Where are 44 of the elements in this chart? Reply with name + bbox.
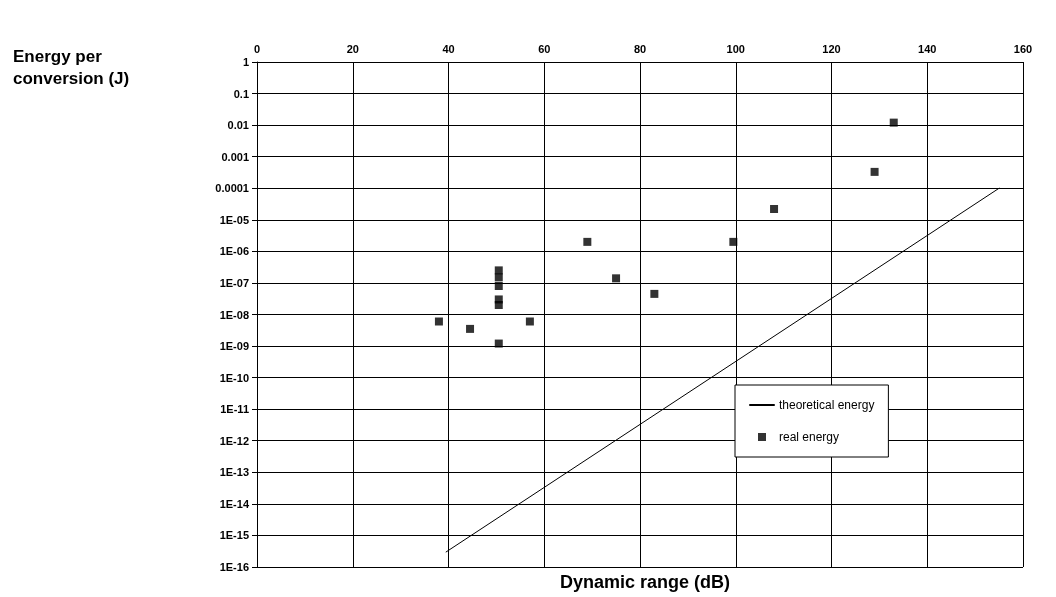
y-tick-label: 1E-16 (219, 561, 249, 573)
point (583, 237, 592, 246)
y-tick-label: 1 (242, 56, 249, 68)
y-tick-label: 0.1 (233, 87, 249, 100)
x-tick-label: 120 (822, 42, 841, 55)
y-tick-label: 1E-07 (219, 276, 249, 289)
x-tick-label: 20 (346, 42, 359, 55)
x-tick-label: 60 (538, 42, 551, 55)
y-tick-label: 1E-15 (219, 529, 249, 542)
x-tick-label: 140 (918, 42, 937, 55)
y-tick-label: 0.001 (221, 150, 249, 163)
y-tick-label: 1E-14 (219, 497, 250, 510)
x-tick-label: 160 (1013, 42, 1033, 55)
point (889, 118, 898, 127)
point (870, 167, 879, 176)
x-tick-label: 0 (253, 42, 261, 55)
x-tick-label: 40 (442, 42, 455, 55)
text: Energy per conversion (J) (13, 46, 130, 88)
point (494, 282, 503, 290)
legend-label: theoretical energy (779, 398, 875, 412)
point (494, 273, 503, 282)
y-tick-label: 1E-06 (219, 245, 249, 258)
point (770, 205, 779, 213)
point (650, 289, 659, 298)
y-tick-label: 0.01 (227, 119, 249, 132)
x-tick-label: 80 (633, 42, 647, 55)
point (729, 237, 738, 246)
point (612, 274, 621, 283)
x-axis-title: Dynamic range (dB) (559, 572, 731, 592)
y-tick-label: 1E-11 (220, 403, 249, 416)
point (525, 317, 534, 326)
legend-label: real energy (779, 430, 840, 444)
point (494, 339, 503, 348)
y-tick-label: 1E-05 (219, 213, 249, 226)
point (434, 317, 443, 326)
y-tick-label: 0.0001 (215, 182, 249, 195)
point (494, 301, 503, 309)
point (466, 324, 475, 333)
x-tick-label: 100 (726, 42, 745, 55)
y-tick-label: 1E-09 (219, 340, 249, 353)
y-tick-label: 1E-12 (219, 434, 249, 447)
y-tick-label: 1E-13 (219, 466, 249, 479)
y-tick-label: 1E-08 (219, 308, 249, 321)
y-tick-label: 1E-10 (219, 371, 249, 384)
